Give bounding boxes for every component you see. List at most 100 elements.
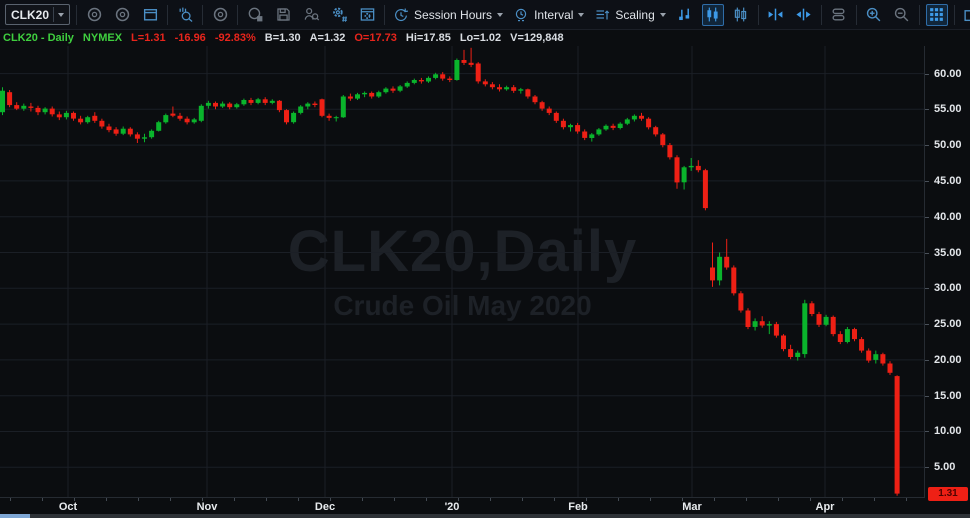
time-axis[interactable]: Oct Nov Dec '20 Feb Mar Apr [0, 497, 925, 515]
hollow-candles-style-button[interactable] [730, 4, 752, 26]
net-change-text: -16.96 [174, 32, 206, 44]
person-search-icon [304, 8, 319, 21]
session-hours-dropdown[interactable]: Session Hours [391, 7, 505, 23]
scaling-dropdown[interactable]: Scaling [592, 7, 667, 23]
indicator-circle-button-2[interactable] [111, 4, 133, 26]
time-tick [234, 498, 235, 501]
chevron-down-icon [659, 12, 666, 17]
price-label: 35.00 [934, 247, 962, 259]
price-label: 40.00 [934, 211, 962, 223]
time-tick [42, 498, 43, 501]
separator [855, 4, 857, 25]
month-label: Feb [568, 501, 588, 513]
expand-bars-icon [796, 8, 811, 21]
symbol-dropdown[interactable]: CLK20 [5, 4, 71, 25]
time-tick [746, 498, 747, 501]
time-tick [266, 498, 267, 501]
time-tick [842, 498, 843, 501]
time-tick [138, 498, 139, 501]
month-label: Mar [682, 501, 702, 513]
month-label: Dec [314, 501, 336, 513]
price-axis[interactable]: 1.31 60.00 55.00 50.00 45.00 40.00 35.00 30.00… [924, 46, 970, 514]
window-gear-icon [360, 8, 374, 21]
zoom-in-button[interactable] [863, 4, 885, 26]
time-tick [522, 498, 523, 501]
price-label: 20.00 [934, 354, 962, 366]
window-settings-button[interactable] [356, 4, 378, 26]
month-label: Oct [58, 501, 78, 513]
new-chart-button[interactable] [961, 4, 970, 26]
time-tick [170, 498, 171, 501]
volume-text: V=129,848 [510, 32, 564, 44]
expand-bars-button[interactable] [793, 4, 815, 26]
zoom-out-icon [895, 7, 909, 22]
price-label: 60.00 [934, 68, 962, 80]
separator [820, 4, 822, 25]
indicator-circle-button[interactable] [83, 4, 105, 26]
scaling-label: Scaling [615, 7, 655, 22]
session-hours-label: Session Hours [414, 7, 493, 22]
price-label: 15.00 [934, 390, 962, 402]
scaling-icon [596, 9, 610, 19]
price-label: 10.00 [934, 425, 962, 437]
interval-clock-icon [515, 8, 527, 21]
save-layout-button[interactable] [272, 4, 294, 26]
price-tick [925, 181, 929, 182]
month-label: '20 [444, 501, 460, 513]
time-tick [298, 498, 299, 501]
compress-bars-button[interactable] [765, 4, 787, 26]
grid-toggle-button[interactable] [925, 3, 948, 26]
separator [953, 4, 955, 25]
separator [384, 4, 386, 25]
price-label: 5.00 [934, 461, 956, 473]
circle-badge-icon [248, 7, 262, 22]
time-tick [394, 498, 395, 501]
price-label: 30.00 [934, 282, 962, 294]
chart-export-icon [964, 10, 970, 22]
circle-settings-button[interactable] [244, 4, 266, 26]
line-style-button[interactable] [674, 4, 696, 26]
price-label: 55.00 [934, 103, 962, 115]
candlestick-style-button[interactable] [701, 3, 724, 26]
time-tick [586, 498, 587, 501]
time-tick [554, 498, 555, 501]
separator [167, 4, 169, 25]
time-tick [714, 498, 715, 501]
zoom-out-button[interactable] [891, 4, 913, 26]
time-tick [426, 498, 427, 501]
price-label: 45.00 [934, 175, 962, 187]
price-tick [925, 253, 929, 254]
circle-gauge-icon [115, 7, 129, 22]
new-window-button[interactable] [139, 4, 161, 26]
chevron-down-icon [578, 12, 585, 17]
chart-pane[interactable]: CLK20,Daily Crude Oil May 2020 [0, 46, 925, 497]
time-tick [618, 498, 619, 501]
time-tick [650, 498, 651, 501]
search-bars-icon [179, 7, 193, 22]
time-tick [202, 498, 203, 501]
month-label: Nov [196, 501, 218, 513]
divider [53, 7, 55, 22]
circle-gauge-icon [87, 7, 101, 22]
price-tick [925, 74, 929, 75]
price-tick [925, 396, 929, 397]
background-window-sliver [0, 514, 30, 518]
hollow-candles-icon [735, 7, 747, 22]
interval-label: Interval [534, 7, 574, 22]
exchange-text: NYMEX [82, 32, 123, 44]
find-symbol-button[interactable] [174, 4, 196, 26]
session-clock-icon [395, 8, 409, 21]
time-tick [10, 498, 11, 501]
price-tick [925, 431, 929, 432]
chart-settings-button[interactable] [328, 4, 350, 26]
account-search-button[interactable] [300, 4, 322, 26]
target-circle-button[interactable] [209, 4, 231, 26]
interval-dropdown[interactable]: Interval [511, 7, 586, 23]
stacked-panels-button[interactable] [828, 4, 850, 26]
last-price-badge: 1.31 [928, 487, 968, 501]
candlestick-chart[interactable] [0, 46, 925, 497]
separator [757, 4, 759, 25]
time-tick [682, 498, 683, 501]
gear-hash-icon [332, 7, 347, 22]
